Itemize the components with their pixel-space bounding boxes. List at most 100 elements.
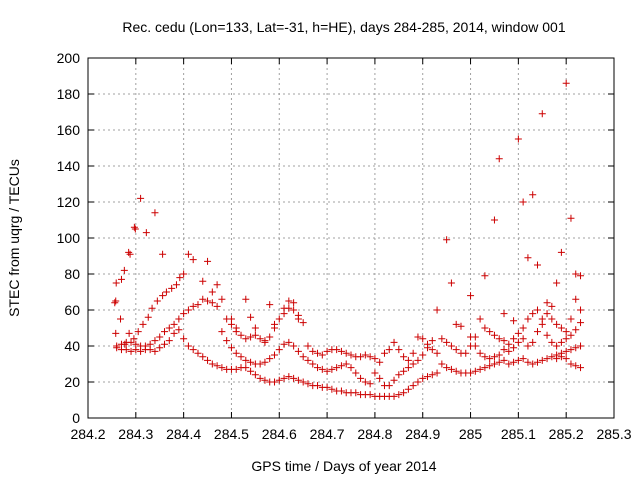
data-point [113,344,120,351]
data-point [481,353,488,360]
data-point [529,310,536,317]
data-point [209,289,216,296]
data-point [563,348,570,355]
data-point [173,281,180,288]
data-point [266,334,273,341]
x-tick-label: 285.2 [549,426,584,442]
x-tick-label: 284.2 [70,426,105,442]
data-point [290,343,297,350]
data-point [563,335,570,342]
data-point [472,343,479,350]
data-point [131,224,138,231]
x-tick-label: 285.1 [501,426,536,442]
data-point [391,377,398,384]
data-point [276,316,283,323]
data-point [520,335,527,342]
data-point [175,326,182,333]
data-point [367,391,374,398]
data-point [143,229,150,236]
data-point [233,366,240,373]
data-point [357,375,364,382]
data-point [391,339,398,346]
data-point [233,325,240,332]
chart-title: Rec. cedu (Lon=133, Lat=-31, h=HE), days… [122,19,565,35]
data-point [295,377,302,384]
data-point [524,254,531,261]
data-point [429,337,436,344]
data-point [414,334,421,341]
data-point [548,303,555,310]
data-point [161,341,168,348]
data-point [567,361,574,368]
data-point [501,337,508,344]
data-point [252,371,259,378]
y-tick-label: 0 [72,410,80,426]
data-point [419,335,426,342]
data-point [290,375,297,382]
data-point [419,352,426,359]
data-point [563,328,570,335]
x-tick-labels: 284.2284.3284.4284.5284.6284.7284.8284.9… [70,426,631,442]
data-point [180,271,187,278]
data-point [257,361,264,368]
data-point [410,382,417,389]
data-point [539,110,546,117]
data-point [185,307,192,314]
data-point [271,352,278,359]
y-tick-label: 20 [64,374,80,390]
data-point [567,316,574,323]
data-point [281,305,288,312]
data-point [567,215,574,222]
data-point [414,379,421,386]
data-point [572,362,579,369]
data-point [352,370,359,377]
data-point [218,364,225,371]
data-point [194,301,201,308]
data-point [285,373,292,380]
data-point [386,382,393,389]
data-point [185,251,192,258]
data-point [151,348,158,355]
data-point [443,364,450,371]
data-point [419,375,426,382]
data-point [395,346,402,353]
data-point [376,375,383,382]
data-point [300,319,307,326]
data-point [424,344,431,351]
y-tick-label: 160 [57,122,81,138]
data-point [362,352,369,359]
y-tick-label: 140 [57,158,81,174]
data-point [424,373,431,380]
data-point [376,359,383,366]
data-point [534,359,541,366]
data-point [572,326,579,333]
data-point [238,332,245,339]
data-point [453,346,460,353]
data-point [266,355,273,362]
x-tick-label: 284.7 [310,426,345,442]
data-point [467,370,474,377]
data-point [156,344,163,351]
data-point [534,328,541,335]
data-point [434,350,441,357]
data-point [448,343,455,350]
data-point [238,353,245,360]
data-point [405,386,412,393]
data-point [175,316,182,323]
data-point [261,377,268,384]
data-point [126,330,133,337]
data-point [472,368,479,375]
data-point [410,350,417,357]
data-point [477,316,484,323]
data-point [190,346,197,353]
data-point [381,350,388,357]
data-point [510,317,517,324]
data-point [309,348,316,355]
data-point [113,280,120,287]
data-point [214,362,221,369]
data-point [151,337,158,344]
data-point [209,299,216,306]
data-point [314,350,321,357]
data-point [405,357,412,364]
data-point [548,316,555,323]
